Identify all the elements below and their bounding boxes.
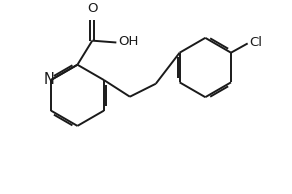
Text: O: O bbox=[87, 2, 98, 15]
Text: Cl: Cl bbox=[250, 36, 263, 49]
Text: OH: OH bbox=[118, 35, 139, 48]
Text: N: N bbox=[44, 72, 55, 87]
